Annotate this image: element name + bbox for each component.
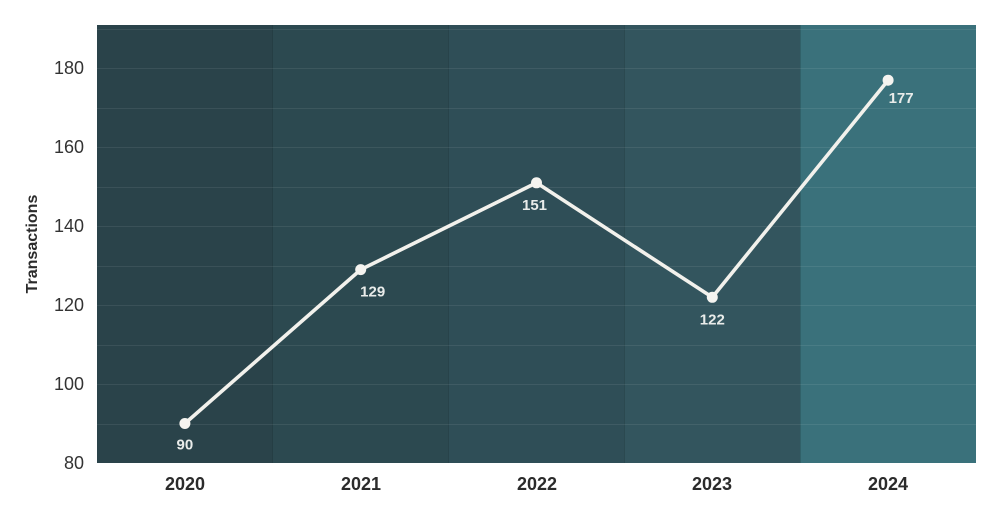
year-band-2023 — [624, 25, 800, 463]
data-point-label-2023: 122 — [700, 311, 725, 328]
gridline-110 — [97, 345, 976, 346]
data-point-2021 — [355, 264, 367, 276]
y-tick-label-80: 80 — [63, 453, 84, 473]
year-band-2020 — [97, 25, 272, 463]
gridline-190 — [97, 29, 976, 30]
gridline-170 — [97, 108, 976, 109]
gridline-130 — [97, 266, 976, 267]
year-band-2022 — [448, 25, 624, 463]
y-tick-label-160: 160 — [53, 137, 84, 157]
data-point-2023 — [706, 291, 718, 303]
data-point-label-2021: 129 — [360, 284, 385, 301]
x-tick-label-2020: 2020 — [164, 474, 206, 494]
data-point-2020 — [179, 418, 191, 429]
year-band-2021 — [272, 25, 448, 463]
y-tick-label-180: 180 — [53, 58, 84, 78]
data-point-label-2024: 177 — [889, 90, 914, 107]
gridline-180 — [97, 68, 976, 69]
y-tick-label-140: 140 — [53, 216, 84, 236]
data-point-label-2022: 151 — [522, 197, 547, 214]
year-band-2024 — [800, 25, 976, 463]
series-line — [183, 78, 890, 426]
x-tick-label-2024: 2024 — [867, 474, 909, 494]
data-point-2024 — [882, 74, 894, 86]
data-point-label-2020: 90 — [177, 437, 194, 454]
y-axis-title: Transactions — [24, 194, 41, 294]
plot-area: 90 129 151 122 177 — [97, 25, 976, 463]
gridline-120 — [97, 305, 976, 306]
gridline-90 — [97, 424, 976, 425]
line-series: 90 129 151 122 177 — [177, 74, 914, 454]
x-tick-label-2021: 2021 — [340, 474, 382, 494]
gridline-140 — [97, 226, 976, 227]
y-tick-label-100: 100 — [53, 374, 84, 394]
gridlines — [97, 25, 976, 463]
y-tick-label-120: 120 — [53, 295, 84, 315]
gridline-160 — [97, 147, 976, 148]
data-point-2022 — [531, 177, 542, 189]
year-bands — [97, 25, 976, 463]
gridline-100 — [97, 384, 976, 385]
x-tick-label-2023: 2023 — [691, 474, 733, 494]
x-tick-label-2022: 2022 — [516, 474, 558, 494]
